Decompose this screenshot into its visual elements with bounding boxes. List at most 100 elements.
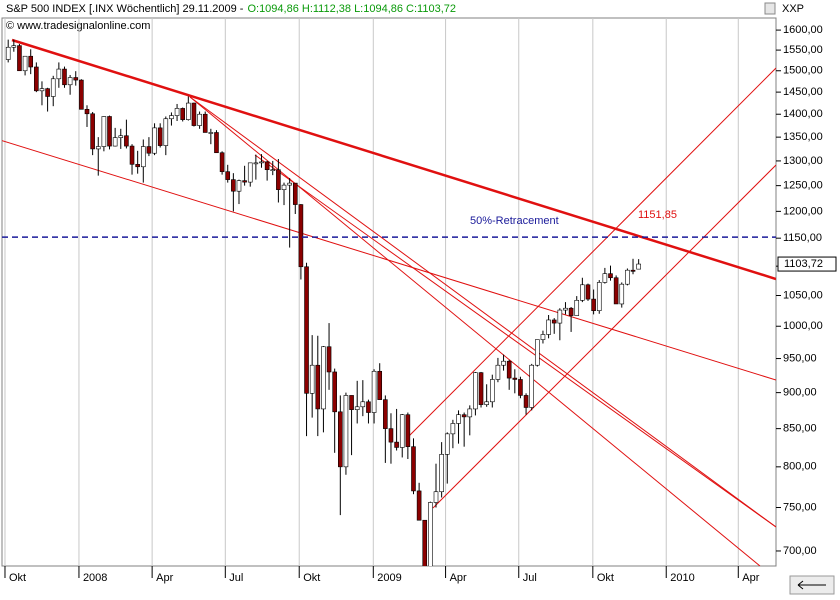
candle-body: [180, 108, 185, 120]
candle-body: [118, 135, 124, 138]
candle-body: [461, 414, 467, 418]
trend-line: [407, 67, 776, 438]
candle-body: [197, 113, 202, 126]
candle-body: [591, 298, 596, 311]
candle-body: [506, 360, 512, 379]
candle-body: [377, 370, 383, 400]
candle-body: [140, 146, 146, 168]
candle-body: [90, 113, 95, 150]
candle-body: [152, 127, 157, 154]
candle-body: [186, 102, 191, 120]
candle-body: [473, 372, 478, 410]
candle-body: [546, 319, 551, 335]
candle-body: [22, 55, 28, 72]
candle-body: [349, 395, 354, 410]
trend-line: [432, 164, 776, 509]
candle-body: [214, 132, 219, 154]
candle-body: [439, 454, 444, 493]
candle-body: [456, 414, 461, 424]
candle-body: [467, 408, 473, 418]
y-tick-label: 1550,00: [783, 44, 823, 56]
candle-body: [535, 339, 540, 366]
source: © www.tradesignalonline.com: [6, 20, 150, 32]
candle-body: [444, 433, 450, 455]
y-tick-label: 1150,00: [783, 232, 822, 244]
candle-body: [428, 502, 433, 566]
candle-body: [512, 377, 518, 380]
retracement-label: 50%-Retracement: [470, 215, 559, 227]
candle-body: [84, 108, 90, 115]
y-tick-label: 1200,00: [783, 205, 823, 217]
scroll-arrow: [797, 580, 826, 590]
candle-body: [366, 401, 371, 413]
candle-body: [112, 137, 118, 147]
x-tick-label: 2008: [83, 572, 107, 584]
candle-body: [253, 162, 259, 165]
candle-body: [360, 401, 366, 408]
y-tick-label: 800,00: [783, 461, 817, 473]
y-tick-label: 1400,00: [783, 108, 823, 120]
candle-body: [62, 68, 67, 86]
candle-body: [568, 307, 574, 316]
candle-body: [518, 379, 523, 396]
candle-body: [354, 406, 360, 410]
candle-body: [608, 273, 613, 279]
candle-body: [259, 161, 264, 164]
candle-body: [135, 164, 140, 168]
y-tick-label: 900,00: [783, 387, 817, 399]
x-tick-label: Okt: [9, 572, 26, 584]
trend-line: [189, 96, 776, 528]
close-button[interactable]: [764, 2, 776, 15]
candle-body: [129, 145, 135, 165]
header-bar: [1, 1, 839, 17]
candle-body: [399, 414, 405, 448]
candle-body: [574, 300, 580, 316]
y-tick-label: 1050,00: [783, 289, 823, 301]
candle-body: [332, 371, 337, 413]
candle-body: [580, 284, 585, 301]
candle-body: [478, 372, 484, 405]
candle-body: [309, 364, 315, 394]
candle-body: [45, 88, 50, 97]
candle-body: [242, 180, 247, 183]
candle-body: [292, 182, 298, 205]
candle-body: [422, 519, 428, 566]
candle-body: [247, 162, 253, 183]
candle-body: [169, 115, 174, 120]
candle-body: [264, 161, 270, 171]
x-tick-label: 2009: [377, 572, 401, 584]
y-tick-label: 1600,00: [783, 24, 823, 36]
x-tick-label: Jul: [523, 572, 537, 584]
candle-body: [50, 78, 56, 97]
candle-body: [523, 395, 529, 408]
y-tick-label: 1500,00: [783, 65, 823, 77]
candle-body: [551, 319, 557, 324]
y-tick-label: 1450,00: [783, 86, 823, 98]
chart-title: S&P 500 INDEX [.INX Wöchentlich] 29.11.2…: [6, 3, 244, 15]
candle-body: [338, 411, 343, 468]
x-tick-label: 2010: [670, 572, 694, 584]
candle-body: [394, 441, 399, 448]
candle-body: [34, 66, 39, 92]
y-tick-label: 1000,00: [783, 320, 823, 332]
candle-body: [540, 334, 546, 340]
candle-body: [5, 46, 11, 60]
candle-body: [625, 269, 630, 285]
x-tick-label: Okt: [303, 572, 320, 584]
candle-body: [270, 169, 276, 172]
candle-body: [495, 364, 501, 380]
candle-body: [67, 77, 73, 86]
candle-body: [557, 309, 563, 324]
candle-body: [411, 446, 416, 492]
y-tick-label: 750,00: [783, 501, 817, 513]
candle-body: [276, 169, 281, 190]
candle-body: [450, 423, 456, 435]
y-tick-label: 1300,00: [783, 155, 823, 167]
candle-body: [225, 171, 231, 180]
candle-body: [304, 266, 309, 394]
candle-body: [236, 180, 242, 192]
candle-body: [321, 346, 326, 410]
candle-body: [383, 399, 388, 429]
candle-body: [163, 118, 169, 146]
